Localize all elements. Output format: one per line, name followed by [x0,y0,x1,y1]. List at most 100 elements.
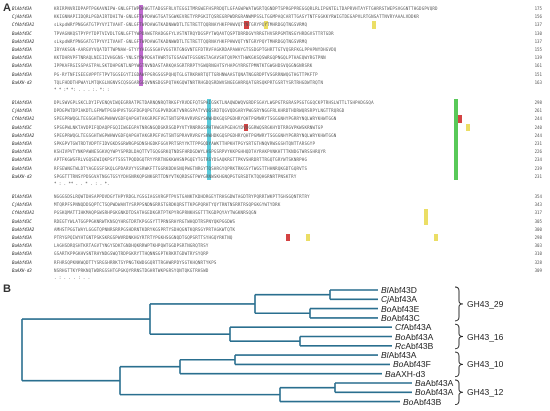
panel-a-letter: A [3,2,11,14]
sequence-residues: SPGGTTTRNSYPDSGVATNGGTGSYYDHSNRKQPGNKGRT… [54,173,297,179]
residue-highlight [264,21,268,29]
residue-position: 137 [534,22,542,28]
species-abbrev: Cf [395,322,404,333]
tree-svg [21,286,464,406]
species-abbrev: Rc [395,340,406,351]
sequence-name: CfAbf43A1 [12,116,35,122]
consensus-line: . : . . . : . . [54,275,91,280]
residue-highlight [244,21,249,29]
residue-position: 244 [534,116,542,122]
sequence-residues: APTFKGWSFRLVGQSEWIQKPSYTSSSTPQDDGQTRYYRR… [54,157,308,163]
sequence-residues: sLkpdWRfPNGGATGTPYVYITVAHT-GNLGFTWPDAWGT… [54,22,308,28]
sequence-name: BoAbf43A [12,251,32,257]
sequence-residues: IRYAKSGN-AARGVYVQATDTTWPNAW-GTYYYAEGSSGH… [54,47,337,52]
sequence-residues: PGSKQMATTIHKMAQPGWSRHPGKGNKDTDSATHGEDKGR… [54,210,257,216]
consensus-line: * : . ** . . * . : . *. [54,181,110,186]
residue-position: 317 [534,210,542,216]
residue-highlight [286,234,290,242]
clade-label: GH43_12 [467,387,504,398]
species-abbrev: Cj [381,294,390,305]
sequence-name: BlAbf43A [12,194,32,199]
residue-position: 310 [534,251,542,257]
residue-position: 163 [534,79,542,85]
tree-leaf-label: RcAbf43B [395,341,433,351]
sequence-name: BoAbf43A [12,165,32,171]
residue-highlight [139,5,143,86]
residue-position: 298 [534,235,542,240]
sequence-name: BoAbf43A [12,259,32,265]
consensus-line: * * :* *: . . . :. *: : [54,87,110,92]
sequence-residues: GSARTKPPGKHVSNTRHYNDGSWQTRDPGKRYTTHQNNSG… [54,251,209,257]
sequence-name: BoAbf43A [12,55,32,61]
residue-position: 244 [534,132,542,138]
residue-highlight [306,234,310,242]
tree-leaf-label: BoAbf43C [381,313,420,323]
residue-position: 139 [534,55,542,61]
tree-leaf-label: BoAbf43E [381,304,419,314]
residue-position: 300 [534,226,542,232]
alignment-panel: BlAbf43A KRIRPNVRIDPAPTPGKAVNIPW-GNLGFTWP… [12,4,546,284]
sequence-name: BoAbf43A2 [12,132,35,138]
sequence-name: BaAXH-d3 [12,79,32,85]
sequence-name: BoAbf43A [12,141,32,146]
residue-position: 303 [534,243,542,249]
sequence-residues: KKIGNNAPIIDQRLPGDAIRTDHITW-GNLGFTWPDAWGT… [54,14,420,20]
residue-position: 305 [534,218,542,224]
enzyme-name: Abf43F [403,359,431,370]
residue-position: 240 [534,124,542,130]
tree-branches [21,289,412,403]
tree-leaf-label: BoAbf43A [395,332,433,342]
residue-position: 343 [534,202,542,208]
sequence-name: BaAXH-d3 [12,173,32,179]
sequence-name: BoAbf43C [12,218,32,224]
species-abbrev: Bo [403,396,414,407]
sequence-residues: SPSGPWLNKTAVDPIFQDAQPFGQIIWGEGPATNRGNGQD… [54,124,324,130]
tree-leaf-label: BoAbf43B [403,397,441,407]
sequence-residues: MTQRPFSPNNQDDSQPTCTSQPWDWANTYSRPPSNDNGRR… [54,202,281,208]
residue-position: 261 [534,108,542,114]
enzyme-name: Abf43A [388,350,417,361]
sequence-residues: TPVAGNKQSTPYPYTDPTVIVDLTGNLGFTYWPDAWGTRA… [54,30,334,36]
residue-highlight [244,123,248,131]
enzyme-name: Abf43A [389,294,417,305]
species-abbrev: Bo [395,331,406,342]
species-abbrev: Ba [415,378,426,388]
residue-position: 239 [534,165,542,171]
residue-highlight [434,234,438,242]
sequence-name: BoAbf43A [12,71,32,77]
sequence-residues: sLkpdWRfPNGGATGTPYVYITVAHT-GNLGFTWPDAWGT… [54,38,308,44]
sequence-name: BoAbf43A [12,149,32,155]
sequence-residues: NSRHGTTKYPRKNQTWDRGSSHTGPGKQYRRNSTDGHRTW… [54,267,209,273]
sequence-residues: IPPKAFRGISSPASTPALSKTDHPGNTLNPYWGTNVNDAS… [54,63,313,69]
species-abbrev: Bo [381,312,392,323]
residue-highlight [458,115,462,123]
residue-position: 234 [534,157,542,163]
residue-position: 328 [534,259,542,265]
sequence-name: BoAbf43A [12,47,32,52]
clade-label: GH43_29 [467,298,504,309]
residue-position: 155 [534,47,542,52]
sequence-residues: SPEGPRWQGLTEGSGHTWGPWHWVGDFQAPGHTAKGRPEF… [54,132,337,138]
tree-leaf-label: BoAbf43A [415,387,453,397]
sequence-residues: RFSEWNGTWLDTYAGEGSFSKQLGPDARVYYGSRWKFTTG… [54,165,308,171]
sequence-name: CjAbf43A [12,108,32,114]
sequence-residues: SPKGPVTGWTRDTVDPTFIDVGKDSGRWRGPGDNSHGDKF… [54,141,316,146]
residue-position: 161 [534,63,542,69]
sequence-name: BoAbf43A [12,243,32,249]
phylogenetic-tree-panel: BlAbf43D CjAbf43A BoAbf43E BoAbf43C CfAbf43A… [0,282,550,411]
sequence-residues: DPDGPWTDPIAKDTLGFMWTPGSHPVSTGGFDGPQPGTGG… [54,108,345,114]
tree-leaf-label: CfAbf43A [395,322,431,332]
residue-position: 231 [534,141,542,146]
sequence-name: CfAbf43A1 [12,22,35,28]
sequence-residues: PG-RYTNFISEEGVPPTFTPVTGGSEGYTIGDAWFPGRGS… [54,71,318,77]
residue-highlight [372,21,376,29]
species-abbrev: Bo [415,387,426,398]
sequence-name: BoAbf43C [12,124,32,130]
residue-highlight [466,123,470,131]
sequence-name: BoAbf43A2 [12,226,35,232]
tree-leaf-label: BaAXH-d3 [385,369,425,379]
sequence-residues: LAGHSDRQSHTKRTAGVTYNGYSDKTGNDHQKRRWPTKHP… [54,243,209,249]
residue-position: 298 [534,100,542,105]
sequence-name: CfAbf43A1 [12,210,35,216]
residue-highlight [454,99,458,180]
